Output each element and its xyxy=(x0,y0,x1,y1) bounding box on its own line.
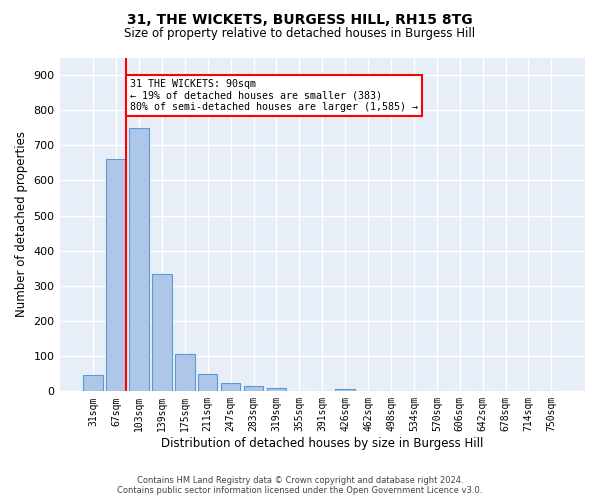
X-axis label: Distribution of detached houses by size in Burgess Hill: Distribution of detached houses by size … xyxy=(161,437,484,450)
Bar xyxy=(175,354,194,392)
Bar xyxy=(335,388,355,392)
Bar xyxy=(244,386,263,392)
Bar xyxy=(152,274,172,392)
Text: 31, THE WICKETS, BURGESS HILL, RH15 8TG: 31, THE WICKETS, BURGESS HILL, RH15 8TG xyxy=(127,12,473,26)
Bar xyxy=(198,374,217,392)
Bar xyxy=(267,388,286,392)
Y-axis label: Number of detached properties: Number of detached properties xyxy=(15,132,28,318)
Bar xyxy=(221,384,241,392)
Text: Size of property relative to detached houses in Burgess Hill: Size of property relative to detached ho… xyxy=(124,28,476,40)
Bar xyxy=(129,128,149,392)
Bar xyxy=(106,160,126,392)
Text: Contains HM Land Registry data © Crown copyright and database right 2024.
Contai: Contains HM Land Registry data © Crown c… xyxy=(118,476,482,495)
Bar xyxy=(83,375,103,392)
Text: 31 THE WICKETS: 90sqm
← 19% of detached houses are smaller (383)
80% of semi-det: 31 THE WICKETS: 90sqm ← 19% of detached … xyxy=(130,78,418,112)
